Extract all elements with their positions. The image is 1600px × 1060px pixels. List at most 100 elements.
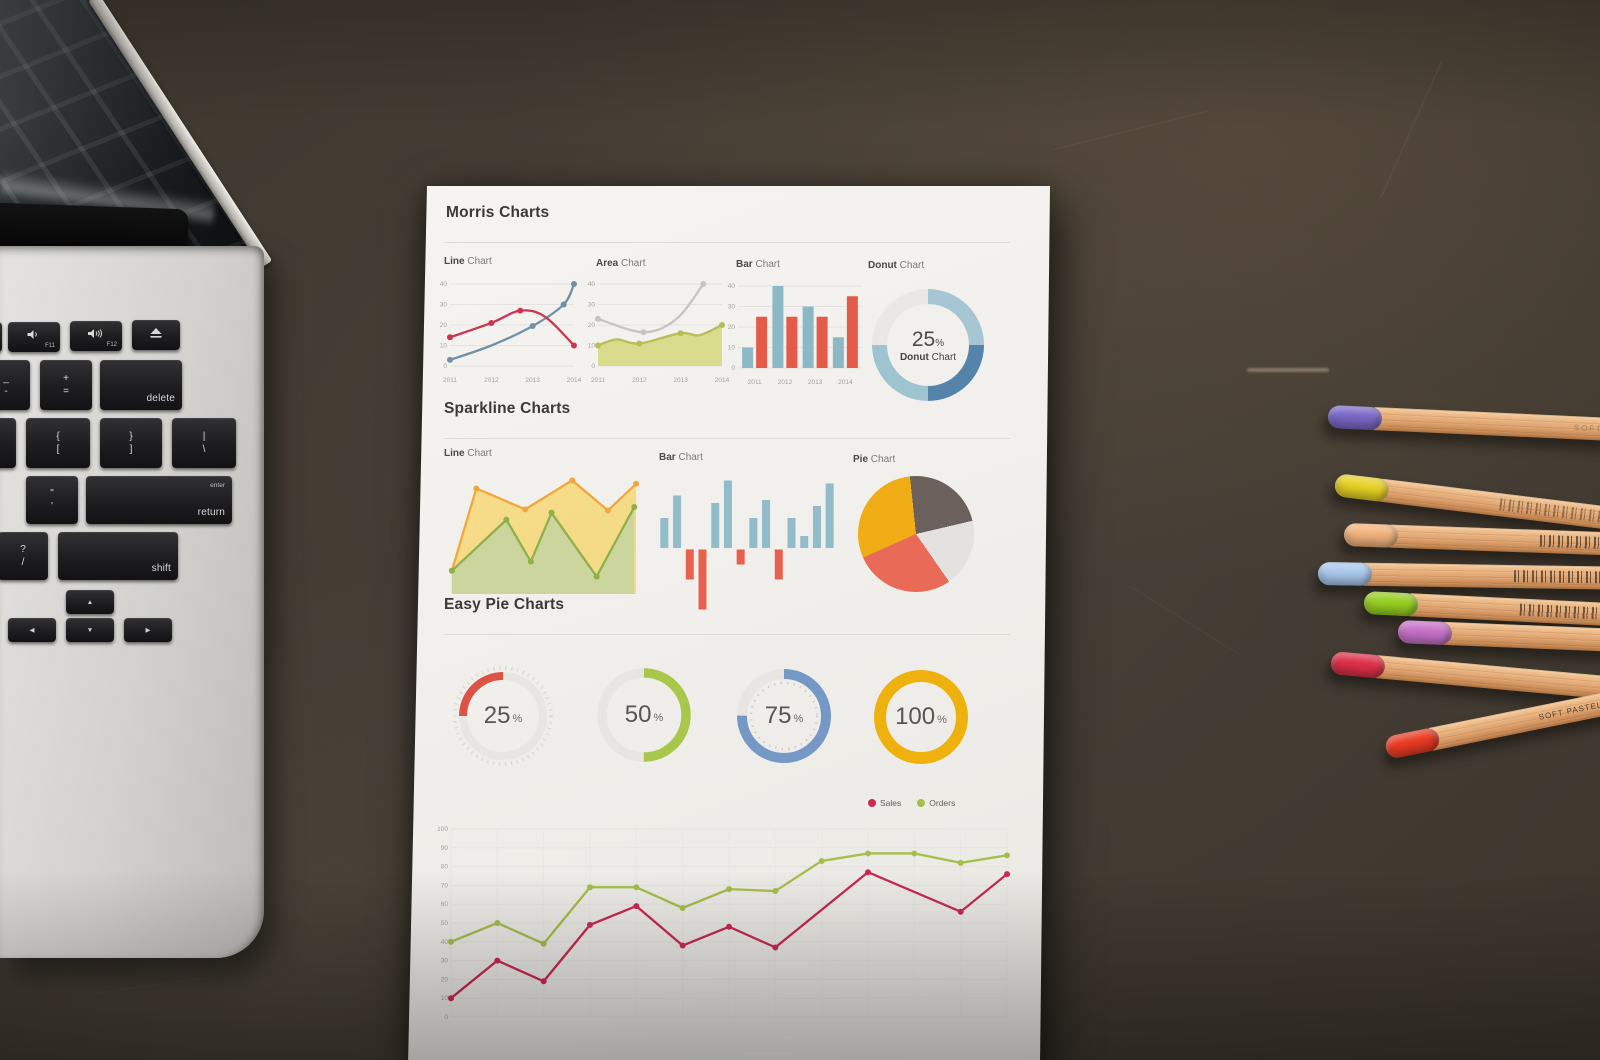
svg-text:0: 0 [731,365,735,372]
key-label: + [63,373,69,384]
svg-text:20: 20 [728,324,736,331]
key-stub [0,418,16,468]
key-stub [0,322,2,352]
pencil-wood: SOFT PASTEL [1373,407,1600,443]
svg-text:30: 30 [728,304,736,311]
donut-sublabel: Donut Chart [899,351,957,363]
pencil-wood [1443,621,1600,653]
chart-paper: Morris Charts Line Chart Area Chart Bar … [406,186,1054,1060]
easy-pie-value: 50% [624,701,664,728]
section-divider [444,242,1010,243]
key-minus: _ - [0,360,30,410]
key-bracket-right: }] [100,418,162,468]
morris-line-chart: 0 10 20 30 40 2011 2012 2013 2014 [434,270,584,393]
svg-text:10: 10 [440,343,448,350]
key-quote: " ' [26,476,78,524]
svg-text:40: 40 [441,939,449,946]
key-arrow-up: ▲ [66,590,114,614]
key-slash: ? / [0,532,48,580]
sparkline-line-chart-label: Line Chart [444,448,492,459]
pencil-tip [1333,473,1390,503]
sparkline-bar-chart-label: Bar Chart [659,452,703,463]
svg-text:60: 60 [441,901,449,908]
key-label: return [197,507,225,518]
pencil-light-blue: 9593911463 [1317,562,1600,590]
svg-text:20: 20 [441,976,449,983]
sparkline-line-chart [446,474,642,607]
key-label: [ [56,443,60,455]
svg-text:70: 70 [441,882,449,889]
key-label: _ [3,373,9,384]
key-equals: + = [40,360,92,410]
pencil-barcode [1513,570,1600,584]
morris-area-chart: 0 10 20 30 40 2011 2012 2013 2014 [582,270,732,393]
key-label: " [50,488,54,499]
svg-text:30: 30 [440,302,448,309]
key-bracket-left: {[ [26,418,90,468]
desk-scratch [1052,110,1208,151]
svg-text:2012: 2012 [778,379,793,386]
key-f12: F12 [70,321,122,351]
svg-text:0: 0 [591,363,595,370]
key-arrow-down: ▼ [66,618,114,642]
pencil-peach: 96911169 [1343,523,1600,557]
donut-hole: 25% Donut Chart [887,304,969,386]
svg-text:40: 40 [588,281,596,288]
arrow-right-icon: ▶ [145,627,151,634]
svg-text:2014: 2014 [838,379,853,386]
pencil-orchid [1397,620,1600,653]
key-arrow-right: ▶ [124,618,172,642]
morris-bar-chart-label: Bar Chart [736,259,780,270]
sales-orders-line-chart: 0 10 20 30 40 50 60 70 80 90 100 [430,790,1030,1047]
pencil-tip [1343,523,1399,548]
sales-dot-icon [868,799,876,807]
svg-text:2012: 2012 [632,377,647,384]
key-f11: F11 [8,322,60,352]
desk-scratch [90,976,210,995]
morris-area-chart-label: Area Chart [596,258,646,269]
key-delete: delete [100,360,182,410]
easy-pie-value: 75% [764,702,804,729]
pencil-wood: 9593911463 [1363,562,1600,590]
key-shift: shift [58,532,178,580]
arrow-up-icon: ▲ [86,598,94,606]
key-label: delete [146,393,175,404]
morris-donut-chart-label: Donut Chart [868,260,925,271]
easy-pie-value: 25% [483,702,523,729]
key-label: enter [210,482,225,489]
sparkline-bar-chart [658,474,836,625]
svg-text:80: 80 [441,864,449,871]
eject-icon [150,325,162,343]
sparkline-pie-chart [858,476,974,592]
svg-text:30: 30 [441,958,449,965]
key-label: shift [151,563,171,574]
key-eject [132,320,180,350]
svg-text:10: 10 [728,345,736,352]
key-label: / [21,556,25,568]
pencil-tip [1397,620,1453,646]
morris-line-chart-label: Line Chart [444,256,492,267]
easy-pie-50: 50% [588,659,700,771]
donut-value: 25% [911,327,945,351]
pencil-wood: 96911169 [1389,524,1600,557]
section-divider [444,634,1010,635]
svg-text:40: 40 [440,281,448,288]
desk-chalk-mark [1247,368,1329,372]
morris-section-heading: Morris Charts [446,204,550,221]
key-label: | [202,431,206,442]
svg-text:2013: 2013 [525,377,540,384]
easy-pie-25: 25% [447,660,559,772]
morris-bar-chart: 0 10 20 30 40 2011 2012 2013 2014 [722,272,872,395]
sparkline-pie-chart-label: Pie Chart [853,454,896,465]
key-arrow-left: ◀ [8,618,56,642]
svg-text:2012: 2012 [484,377,499,384]
svg-text:100: 100 [437,826,448,833]
svg-text:20: 20 [588,322,596,329]
svg-text:90: 90 [441,845,449,852]
easy-pie-section-heading: Easy Pie Charts [444,596,565,613]
svg-text:10: 10 [441,995,449,1002]
volume-up-icon [88,326,104,344]
easy-pie-value: 100% [895,703,947,730]
sales-orders-legend: Sales Orders [868,798,955,808]
